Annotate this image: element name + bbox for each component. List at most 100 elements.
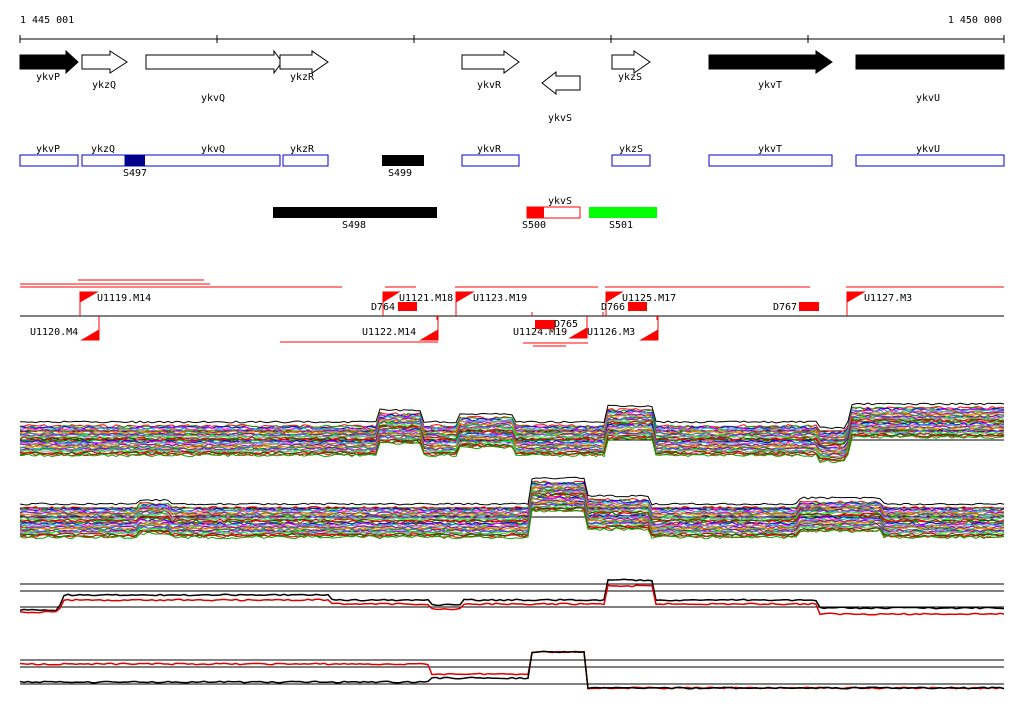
gene-box-label-ykvP: ykvP <box>36 144 60 155</box>
gene-arrow-ykzQ[interactable] <box>81 50 128 74</box>
segment-S498[interactable] <box>273 207 437 218</box>
feature-flag[interactable] <box>382 291 401 316</box>
deletion-D766[interactable] <box>628 302 647 311</box>
gene-box-label-ykvR: ykvR <box>477 144 502 155</box>
expression-trace <box>19 584 1005 616</box>
segment-S501[interactable] <box>589 207 657 218</box>
expression-trace <box>19 504 1005 535</box>
gene-arrow-ykvS[interactable] <box>541 70 581 96</box>
feature-label-U1126: U1126.M3 <box>587 327 635 338</box>
expression-trace <box>20 422 1005 451</box>
expression-trace <box>19 402 1005 430</box>
segment-track: S497 S499 S498 ykvS S500 S501 <box>123 155 657 231</box>
segment-label-S498: S498 <box>342 220 366 231</box>
expression-trace <box>19 434 1005 462</box>
gene-label-ykzQ: ykzQ <box>92 80 116 91</box>
expression-trace <box>19 435 1005 464</box>
expression-trace <box>19 508 1005 539</box>
gene-box-label-ykzS: ykzS <box>619 144 643 155</box>
expression-trace <box>19 409 1005 438</box>
feature-label-U1120: U1120.M4 <box>30 327 78 338</box>
feature-flag[interactable] <box>79 291 99 316</box>
expression-trace <box>19 501 1005 533</box>
expression-trace <box>19 481 1005 512</box>
gene-arrow-ykvP[interactable] <box>19 49 79 75</box>
gene-arrow-ykvQ[interactable] <box>145 49 283 75</box>
gene-box-ykvR[interactable] <box>461 154 520 167</box>
feature-flag[interactable] <box>639 316 659 341</box>
expression-panel-3 <box>19 578 1005 616</box>
gene-box-ykvP[interactable] <box>19 154 79 167</box>
segment-label-S500: S500 <box>522 220 546 231</box>
gene-box-label-ykvU: ykvU <box>916 144 940 155</box>
segment-S499[interactable] <box>382 155 424 166</box>
expression-trace <box>19 578 1005 612</box>
segment-label-S501: S501 <box>609 220 633 231</box>
gene-box-ykvT[interactable] <box>708 154 833 167</box>
expression-trace <box>19 495 1005 526</box>
expression-trace <box>19 476 1005 506</box>
feature-flag[interactable] <box>605 291 624 316</box>
expression-panel-1 <box>19 402 1005 464</box>
gene-label-ykvQ: ykvQ <box>201 93 225 104</box>
gene-box-ykzS[interactable] <box>611 154 651 167</box>
gene-box-label-ykzR: ykzR <box>290 144 315 155</box>
segment-label-S499: S499 <box>388 168 412 179</box>
feature-label-U1121: U1121.M18 <box>399 293 453 304</box>
gene-label-ykvU: ykvU <box>916 93 940 104</box>
gene-label-ykzR: ykzR <box>290 72 315 83</box>
expression-trace <box>19 494 1005 525</box>
expression-panel-2 <box>19 476 1005 540</box>
expression-trace <box>19 500 1005 531</box>
expression-trace <box>19 650 1005 690</box>
gene-box-label-ykvQ: ykvQ <box>201 144 225 155</box>
expression-trace <box>19 419 1005 447</box>
ruler-start-label: 1 445 001 <box>20 15 74 26</box>
gene-label-ykvT: ykvT <box>758 80 782 91</box>
expression-trace <box>19 483 1005 514</box>
feature-track: U1119.M14 U1121.M18 U1123.M19 U1125.M17 … <box>20 279 1004 347</box>
gene-arrow-ykvT[interactable] <box>708 50 833 74</box>
gene-box-label-ykvT: ykvT <box>758 144 782 155</box>
deletion-label-D766: D766 <box>601 302 625 313</box>
feature-label-U1119: U1119.M14 <box>97 293 151 304</box>
gene-arrow-ykvR[interactable] <box>461 50 520 74</box>
segment-S497[interactable] <box>125 155 145 166</box>
gene-arrow-ykzR[interactable] <box>279 50 329 74</box>
gene-label-ykvR: ykvR <box>477 80 502 91</box>
expression-trace <box>19 418 1005 446</box>
deletion-label-D764: D764 <box>371 302 395 313</box>
gene-label-ykzS: ykzS <box>618 72 642 83</box>
deletion-D764[interactable] <box>398 302 417 311</box>
expression-trace <box>19 416 1005 445</box>
gene-box-ykzR[interactable] <box>282 154 329 167</box>
feature-label-U1125: U1125.M17 <box>622 293 676 304</box>
deletion-label-D767: D767 <box>773 302 797 313</box>
feature-flag[interactable] <box>568 316 588 339</box>
expression-trace <box>19 427 1005 455</box>
feature-label-U1127: U1127.M3 <box>864 293 912 304</box>
feature-flag[interactable] <box>419 316 439 341</box>
gene-arrows: ykvP ykzQ ykvQ ykzR ykvR ykvS ykzS ykvT … <box>19 49 1005 124</box>
expression-trace <box>19 650 1005 690</box>
ruler: 1 445 001 1 450 000 <box>19 15 1005 43</box>
segment-label-S497: S497 <box>123 168 147 179</box>
expression-trace <box>19 428 1004 456</box>
feature-flag[interactable] <box>80 316 100 341</box>
segment-S500[interactable] <box>527 207 544 218</box>
feature-flag[interactable] <box>846 291 866 316</box>
gene-box-ykvU[interactable] <box>855 154 1005 167</box>
gene-arrow-ykzS[interactable] <box>611 50 651 74</box>
gene-arrow-ykvU[interactable] <box>855 54 1005 70</box>
deletion-D767[interactable] <box>799 302 819 311</box>
gene-box-label-ykzQ: ykzQ <box>91 144 115 155</box>
gene-box-ykzQ-ykvQ[interactable] <box>81 154 281 167</box>
expression-trace <box>19 495 1005 526</box>
expression-panel-4 <box>19 650 1005 690</box>
feature-flag[interactable] <box>455 291 475 316</box>
deletion-D765[interactable] <box>535 320 555 329</box>
gene-box-track: ykvP ykzQ ykvQ ykzR ykvR ykzS ykvT ykvU <box>19 144 1005 167</box>
deletion-label-D765: D765 <box>554 319 578 330</box>
